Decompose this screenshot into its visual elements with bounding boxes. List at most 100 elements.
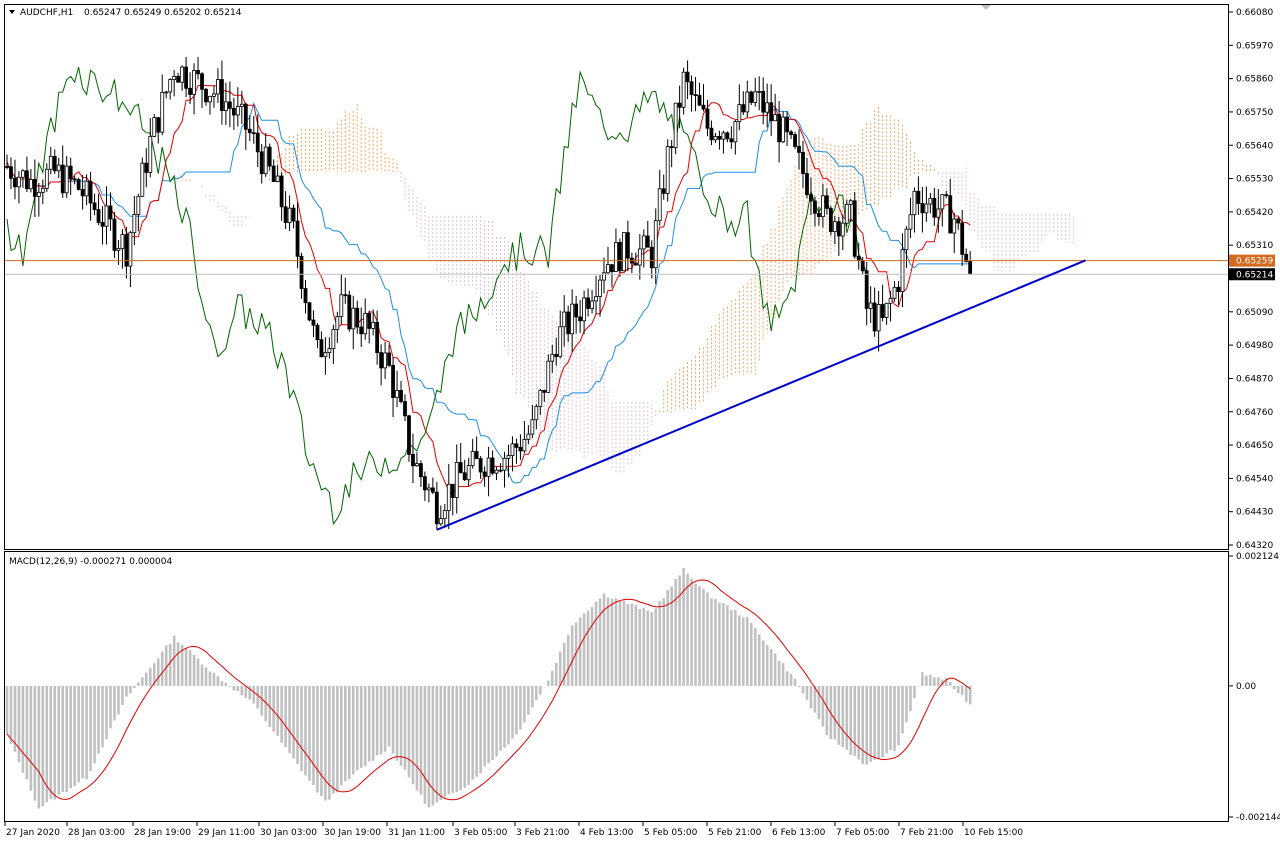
candle-body (21, 170, 25, 178)
macd-axis-label: -0.002144 (1236, 813, 1280, 823)
candle-body (100, 222, 105, 227)
candle-body (128, 232, 133, 267)
candle-body (108, 205, 113, 220)
candle-body (247, 128, 252, 134)
price-axis-label: 0.64430 (1236, 508, 1273, 518)
candle-body (578, 316, 583, 322)
candle-body (657, 188, 662, 222)
candle-body (315, 324, 320, 341)
candle-body (307, 302, 312, 321)
candle-body (403, 401, 407, 417)
candle-body (709, 127, 714, 141)
candle-body (936, 208, 941, 218)
candle-body (960, 222, 965, 255)
candle-body (920, 203, 925, 214)
candle-body (773, 114, 778, 122)
candle-body (574, 303, 579, 318)
candle-body (395, 390, 399, 398)
bid-price-tag (1229, 254, 1275, 267)
candle-body (832, 221, 837, 233)
candle-body (160, 91, 165, 133)
candle-body (864, 270, 869, 309)
candle-body (251, 132, 256, 135)
candle-body (136, 195, 141, 215)
candle-body (908, 214, 913, 230)
candle-body (367, 312, 372, 329)
candle-body (204, 88, 208, 103)
candle-body (856, 255, 861, 261)
candle-body (351, 307, 356, 330)
candle-body (514, 443, 519, 448)
overlays (5, 259, 1228, 531)
price-axis-label: 0.64540 (1236, 474, 1273, 484)
candle-body (76, 179, 81, 190)
candle-body (88, 180, 93, 204)
candle-body (383, 352, 388, 369)
candle-body (32, 178, 37, 197)
candle-body (538, 389, 543, 407)
candle-body (363, 312, 368, 335)
candle-body (546, 360, 551, 393)
candle-body (868, 302, 873, 309)
macd-axis-label: 0.00 (1236, 682, 1256, 692)
candle-body (156, 117, 161, 133)
candle-body (673, 102, 678, 148)
candle-body (828, 207, 833, 233)
candle-body (705, 108, 710, 129)
candle-body (419, 463, 423, 478)
candle-body (184, 66, 189, 89)
candle-body (765, 102, 770, 113)
candle-body (450, 483, 455, 498)
candle-body (291, 207, 296, 222)
candle-body (809, 194, 813, 202)
candle-body (168, 79, 173, 93)
price-axis-label: 0.64980 (1236, 341, 1273, 351)
candle-body (331, 329, 336, 350)
macd-signal-line (6, 579, 971, 801)
candle-body (685, 71, 690, 83)
candle-body (303, 288, 308, 304)
candle-body (888, 297, 893, 304)
candle-body (438, 518, 443, 525)
candle-body (152, 117, 157, 137)
candle-body (681, 71, 686, 108)
candle-body (359, 326, 364, 335)
candle-body (132, 214, 137, 234)
time-axis-label: 6 Feb 13:00 (772, 828, 826, 838)
candle-body (466, 465, 471, 481)
candle-body (725, 132, 730, 140)
candle-body (120, 234, 125, 249)
candle-body (781, 116, 785, 143)
candle-body (255, 132, 260, 153)
candle-body (618, 241, 622, 272)
candle-body (848, 200, 853, 205)
candle-body (411, 453, 415, 467)
time-axis-label: 3 Feb 21:00 (516, 828, 570, 838)
macd-indicator (5, 568, 972, 809)
symbol-menu-triangle-icon[interactable] (9, 10, 15, 14)
candle-body (860, 260, 865, 272)
candlesticks (5, 56, 973, 530)
candle-body (486, 457, 491, 477)
axes: 0.66080 0.65970 0.65860 0.65750 0.65640 0.655… (4, 8, 1280, 838)
candle-body (176, 75, 181, 83)
candle-body (391, 364, 395, 398)
candle-body (96, 209, 101, 223)
candle-body (964, 253, 969, 262)
candle-body (442, 510, 447, 520)
time-axis-label: 3 Feb 05:00 (454, 828, 508, 838)
candle-body (637, 248, 642, 266)
candle-body (602, 272, 606, 281)
candle-body (212, 93, 216, 97)
candle-body (590, 300, 594, 309)
candle-body (116, 248, 121, 251)
candle-body (554, 353, 559, 358)
candle-body (415, 463, 419, 467)
candle-body (522, 439, 527, 452)
candle-body (407, 415, 411, 455)
candle-body (239, 103, 244, 107)
shift-marker-icon[interactable] (981, 5, 991, 10)
candle-body (821, 195, 825, 218)
candle-body (5, 166, 9, 168)
